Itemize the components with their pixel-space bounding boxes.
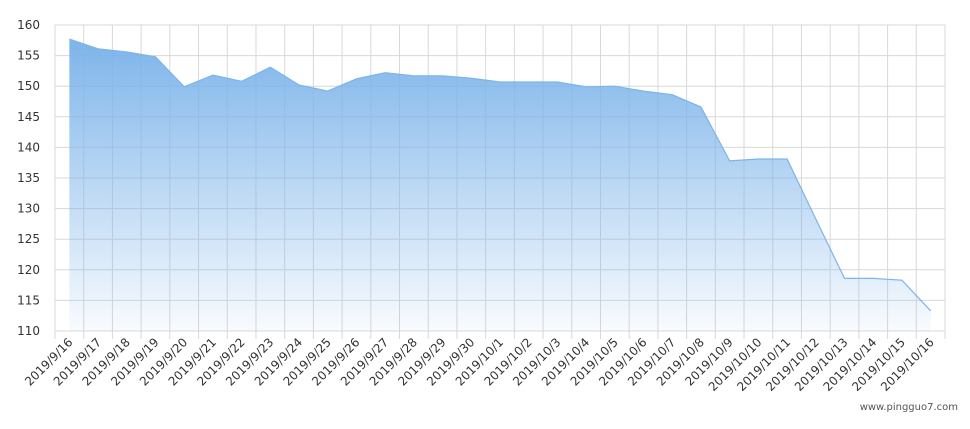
y-tick-label: 110 [17,324,40,338]
y-tick-label: 160 [17,18,40,32]
y-tick-label: 145 [17,110,40,124]
y-tick-label: 140 [17,140,40,154]
y-tick-label: 135 [17,171,40,185]
y-tick-label: 150 [17,79,40,93]
watermark: www.pingguo7.com [860,402,958,413]
area [69,39,931,332]
y-tick-label: 130 [17,202,40,216]
line [69,38,932,312]
y-tick-label: 155 [17,49,40,63]
y-tick-label: 115 [17,293,40,307]
y-tick-label: 125 [17,232,40,246]
y-tick-label: 120 [17,263,40,277]
